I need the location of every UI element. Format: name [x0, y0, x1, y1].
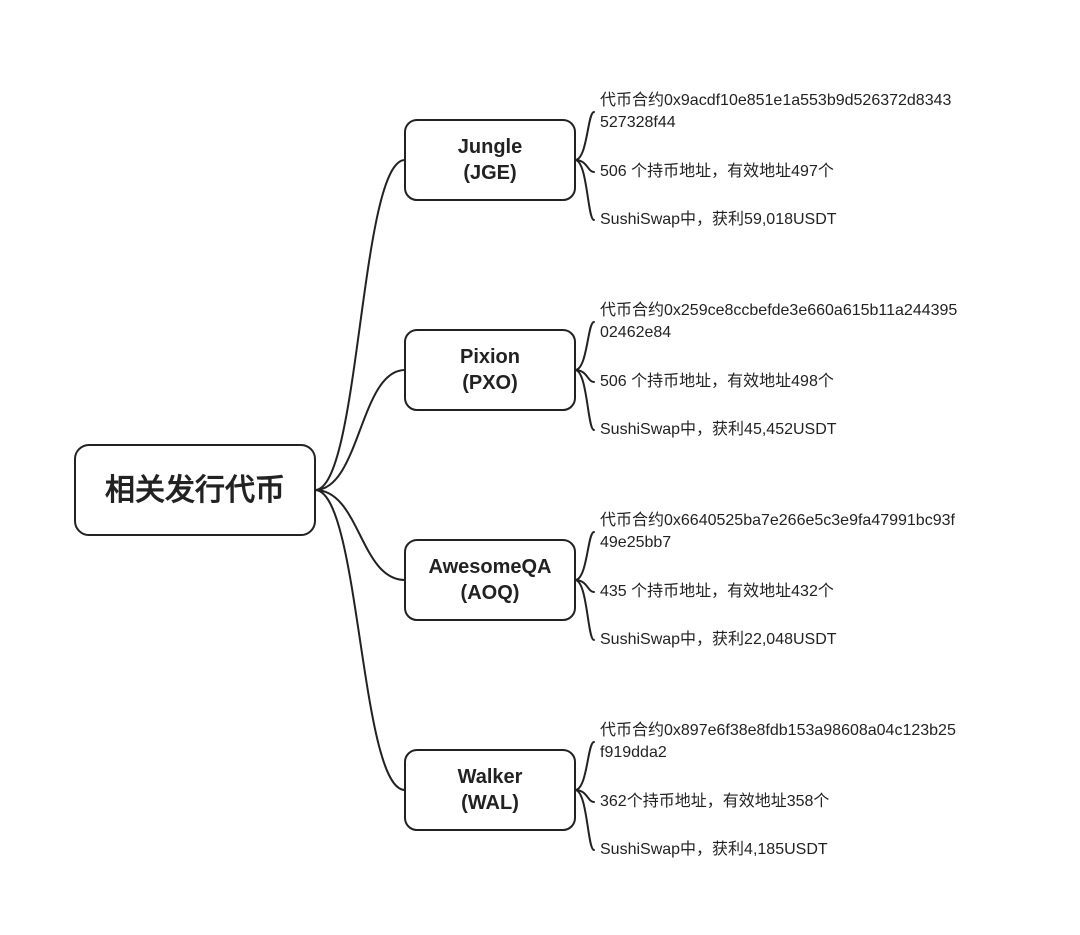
token-name-0: Jungle — [458, 134, 522, 160]
token-symbol-2: (AOQ) — [461, 580, 520, 606]
branch-token-0-to-leaf-0 — [575, 112, 594, 160]
token-name-1: Pixion — [460, 344, 520, 370]
token-0-detail-0: 代币合约0x9acdf10e851e1a553b9d526372d8343527… — [600, 90, 960, 133]
token-3-detail-2: SushiSwap中，获利4,185USDT — [600, 839, 828, 861]
branch-token-1-to-leaf-0 — [575, 322, 594, 370]
token-3-detail-1: 362个持币地址，有效地址358个 — [600, 791, 829, 813]
token-symbol-1: (PXO) — [462, 370, 518, 396]
branch-token-1-to-leaf-2 — [575, 370, 594, 430]
token-name-3: Walker — [458, 764, 523, 790]
token-name-2: AwesomeQA — [428, 554, 551, 580]
token-3-detail-0: 代币合约0x897e6f38e8fdb153a98608a04c123b25f9… — [600, 720, 960, 763]
branch-root-to-token-2 — [315, 490, 405, 580]
root-label: 相关发行代币 — [105, 471, 285, 510]
token-symbol-3: (WAL) — [461, 790, 519, 816]
token-mindmap: 相关发行代币 Jungle(JGE) 代币合约0x9acdf10e851e1a553… — [0, 0, 1080, 935]
branch-token-3-to-leaf-0 — [575, 742, 594, 790]
branch-root-to-token-0 — [315, 160, 405, 490]
branch-token-0-to-leaf-2 — [575, 160, 594, 220]
branch-token-3-to-leaf-2 — [575, 790, 594, 850]
token-1-detail-1: 506 个持币地址，有效地址498个 — [600, 371, 834, 393]
token-symbol-0: (JGE) — [463, 160, 516, 186]
token-1-detail-2: SushiSwap中，获利45,452USDT — [600, 419, 837, 441]
token-2-detail-1: 435 个持币地址，有效地址432个 — [600, 581, 834, 603]
token-2-detail-2: SushiSwap中，获利22,048USDT — [600, 629, 837, 651]
token-0-detail-2: SushiSwap中，获利59,018USDT — [600, 209, 837, 231]
branch-token-2-to-leaf-2 — [575, 580, 594, 640]
branch-root-to-token-1 — [315, 370, 405, 490]
token-0-detail-1: 506 个持币地址，有效地址497个 — [600, 161, 834, 183]
token-1-detail-0: 代币合约0x259ce8ccbefde3e660a615b11a24439502… — [600, 300, 960, 343]
branch-token-2-to-leaf-0 — [575, 532, 594, 580]
token-2-detail-0: 代币合约0x6640525ba7e266e5c3e9fa47991bc93f49… — [600, 510, 960, 553]
